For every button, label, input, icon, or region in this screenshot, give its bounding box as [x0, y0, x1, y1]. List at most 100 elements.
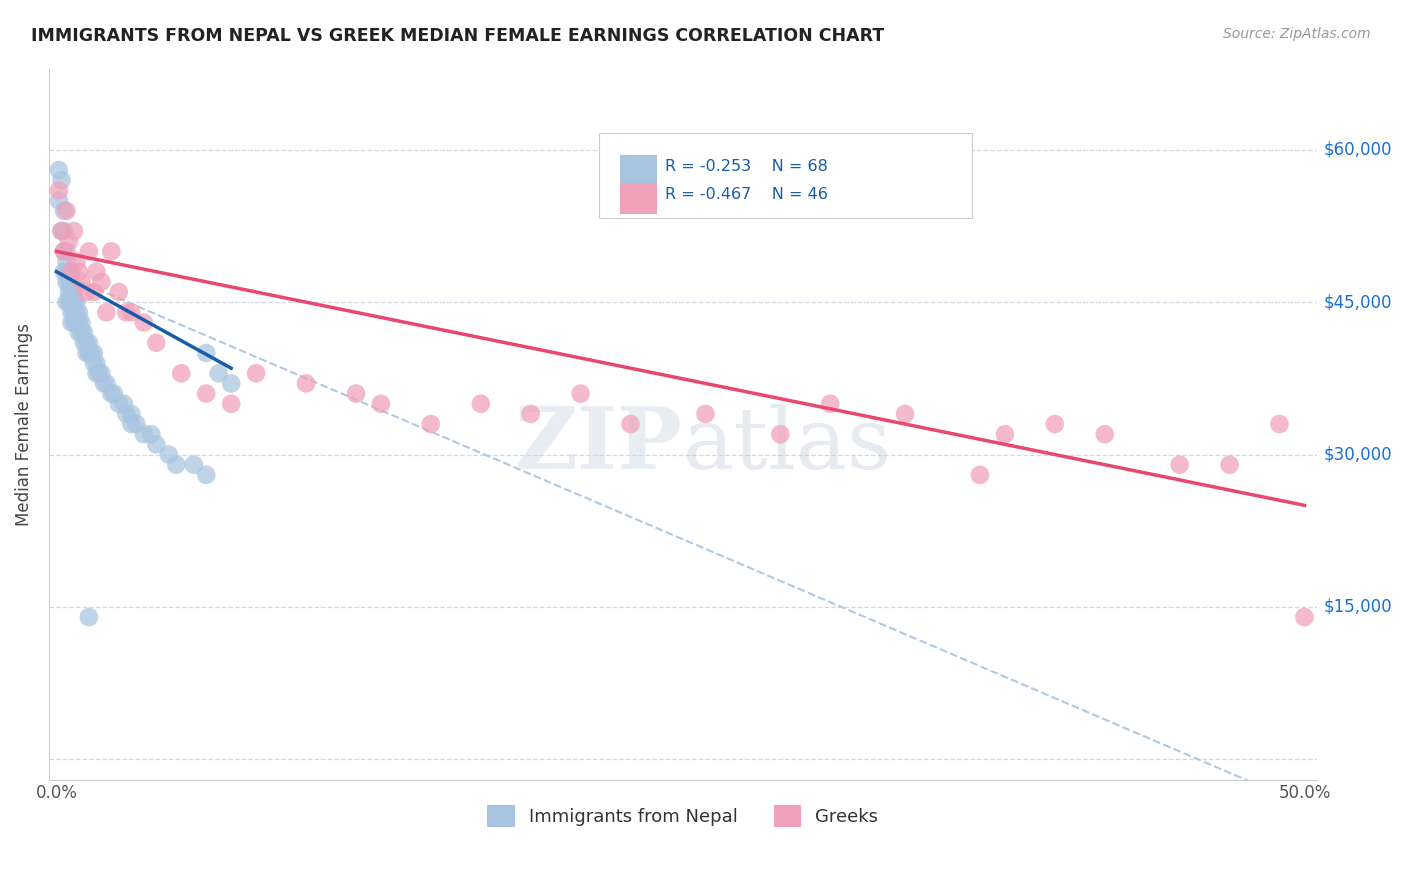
Point [60, 265, 83, 279]
Point [77, 610, 100, 624]
Point [52, 244, 75, 259]
Point [55, 295, 77, 310]
Point [969, 467, 991, 482]
Point [75, 335, 97, 350]
Point [52, 224, 75, 238]
Point [52, 203, 75, 218]
Point [67, 316, 90, 330]
Point [1294, 610, 1316, 624]
Point [90, 366, 112, 380]
Text: atlas: atlas [683, 404, 891, 487]
Point [75, 346, 97, 360]
Point [219, 376, 242, 391]
Point [619, 417, 641, 431]
Point [63, 316, 86, 330]
Point [108, 397, 131, 411]
Point [569, 386, 592, 401]
Point [70, 275, 93, 289]
Point [73, 326, 96, 340]
Point [65, 254, 87, 268]
Point [519, 407, 541, 421]
Legend: Immigrants from Nepal, Greeks: Immigrants from Nepal, Greeks [481, 798, 886, 835]
Point [87, 366, 110, 380]
Point [80, 346, 103, 360]
Point [120, 305, 142, 319]
Point [83, 346, 105, 360]
Point [55, 244, 77, 259]
Point [58, 295, 80, 310]
Point [55, 265, 77, 279]
Point [103, 386, 125, 401]
Point [93, 376, 115, 391]
Point [195, 467, 218, 482]
Text: $30,000: $30,000 [1323, 445, 1392, 464]
Text: R = -0.253    N = 68: R = -0.253 N = 68 [665, 160, 828, 174]
Point [60, 275, 83, 289]
Point [145, 437, 167, 451]
Point [120, 417, 142, 431]
Point [58, 275, 80, 289]
Point [208, 366, 231, 380]
Point [77, 244, 100, 259]
Point [60, 305, 83, 319]
Point [112, 397, 135, 411]
Point [63, 285, 86, 299]
Text: Source: ZipAtlas.com: Source: ZipAtlas.com [1223, 27, 1371, 41]
Point [67, 265, 90, 279]
Point [100, 386, 122, 401]
Point [132, 316, 155, 330]
Point [65, 316, 87, 330]
Point [994, 427, 1017, 442]
Point [51, 173, 73, 187]
Point [55, 254, 77, 268]
Point [370, 397, 392, 411]
Point [894, 407, 917, 421]
Point [170, 366, 193, 380]
Point [183, 458, 205, 472]
Point [295, 376, 318, 391]
Point [63, 305, 86, 319]
Point [96, 305, 118, 319]
Y-axis label: Median Female Earnings: Median Female Earnings [15, 323, 32, 525]
Text: R = -0.467    N = 46: R = -0.467 N = 46 [665, 187, 828, 202]
Point [86, 356, 108, 370]
Text: $45,000: $45,000 [1323, 293, 1392, 311]
Point [48, 183, 70, 197]
Point [108, 285, 131, 299]
Point [58, 265, 80, 279]
Point [769, 427, 792, 442]
Point [70, 316, 93, 330]
Point [83, 285, 105, 299]
Point [96, 376, 118, 391]
Point [86, 366, 108, 380]
Point [141, 427, 163, 442]
Point [344, 386, 367, 401]
Point [818, 397, 841, 411]
Point [48, 163, 70, 178]
Point [65, 295, 87, 310]
Point [60, 316, 83, 330]
Point [1219, 458, 1241, 472]
Point [157, 448, 180, 462]
Point [115, 407, 138, 421]
Point [125, 417, 148, 431]
Point [1043, 417, 1066, 431]
Point [470, 397, 492, 411]
Point [77, 346, 100, 360]
Point [77, 335, 100, 350]
Point [1168, 458, 1191, 472]
Point [55, 203, 77, 218]
Point [419, 417, 441, 431]
Point [48, 194, 70, 208]
Point [120, 407, 142, 421]
Text: $60,000: $60,000 [1323, 141, 1392, 159]
Point [219, 397, 242, 411]
Point [52, 265, 75, 279]
Point [90, 275, 112, 289]
Point [67, 326, 90, 340]
Point [86, 265, 108, 279]
Text: IMMIGRANTS FROM NEPAL VS GREEK MEDIAN FEMALE EARNINGS CORRELATION CHART: IMMIGRANTS FROM NEPAL VS GREEK MEDIAN FE… [31, 27, 884, 45]
Point [51, 224, 73, 238]
Point [73, 335, 96, 350]
Point [67, 305, 90, 319]
